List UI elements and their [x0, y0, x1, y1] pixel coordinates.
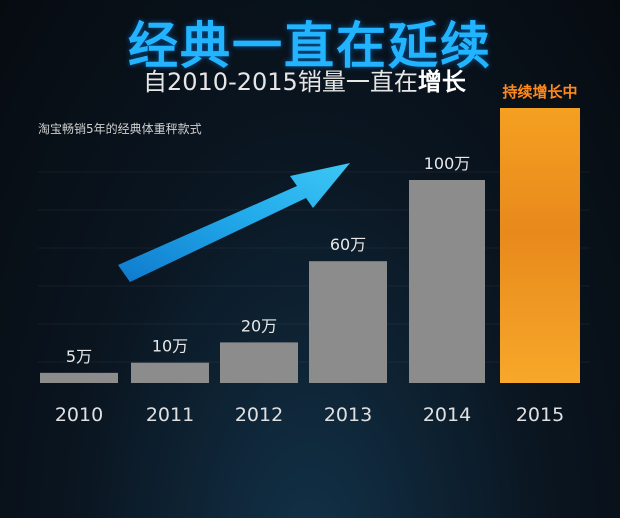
bar-highlight-2015 [500, 108, 580, 383]
subtitle-emphasis: 增长 [417, 68, 466, 96]
x-tick-label-2011: 2011 [146, 404, 194, 426]
x-tick-label-2013: 2013 [324, 404, 372, 426]
x-tick-label-2014: 2014 [423, 404, 471, 426]
bar-2014 [409, 180, 485, 383]
data-label-2013: 60万 [330, 235, 366, 254]
subtitle-prefix: 自2010-2015销量一直在 [143, 68, 418, 96]
chart-note: 淘宝畅销5年的经典体重秤款式 [38, 122, 202, 136]
bar-2012 [220, 342, 298, 383]
x-tick-label-2010: 2010 [55, 404, 103, 426]
page-subtitle: 自2010-2015销量一直在增长 [143, 62, 466, 97]
bar-2013 [309, 261, 387, 383]
page-title: 经典一直在延续 [128, 17, 492, 75]
data-label-2012: 20万 [241, 316, 277, 335]
x-tick-label-2012: 2012 [235, 404, 283, 426]
data-label-2011: 10万 [152, 337, 188, 356]
data-label-2014: 100万 [424, 154, 471, 173]
data-label-2010: 5万 [66, 347, 92, 366]
bar-2011 [131, 362, 209, 383]
bar-2010 [40, 372, 118, 383]
data-label-2015: 持续增长中 [502, 83, 577, 101]
growth-arrow [118, 163, 350, 282]
bars-group: 5万 2010 10万 2011 20万 2012 60万 2013 100万 2014 持续增长中… [40, 83, 580, 426]
x-tick-label-2015: 2015 [516, 404, 564, 426]
